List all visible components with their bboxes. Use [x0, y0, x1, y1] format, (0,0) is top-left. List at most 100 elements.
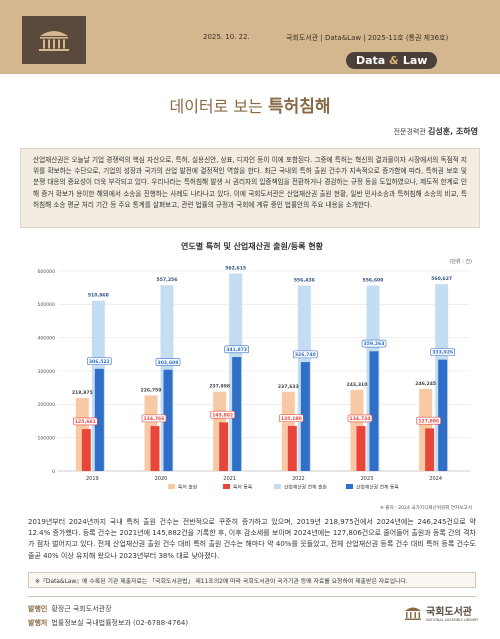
x-tick-label: 2019 [86, 476, 99, 482]
data-label: 218,975 [72, 390, 93, 396]
footer-issuer: 발행인 황정근 국회도서관장 [28, 602, 188, 616]
data-label-box [155, 358, 181, 366]
data-label: 557,256 [157, 277, 178, 283]
data-label-box [361, 339, 387, 348]
footer: 발행인 황정근 국회도서관장 발행처 법률정보실 국내법률정보과 (02-6788-… [28, 602, 188, 630]
badge-data: Data [356, 54, 386, 67]
data-label: 341,873 [226, 347, 247, 353]
y-tick-label: 300000 [37, 369, 55, 375]
logo-name: 국회도서관 [426, 607, 472, 618]
data-label-box [293, 350, 318, 359]
data-law-badge: Data & Law [346, 52, 438, 69]
x-tick-label: 2022 [292, 476, 305, 482]
badge-amp: & [389, 54, 399, 67]
data-label: 135,180 [281, 416, 302, 422]
y-tick-label: 500000 [37, 302, 55, 308]
badge-law: Law [402, 54, 428, 67]
bar-ip-registration [163, 369, 173, 471]
data-label: 243,310 [347, 382, 368, 388]
data-label-box [87, 357, 112, 365]
publication-info: 국회도서관 | Data&Law | 2025-11호 (통권 제36호) [286, 34, 449, 42]
x-tick-label: 2021 [223, 476, 236, 482]
data-label: 592,615 [225, 265, 246, 271]
data-label-box [141, 414, 167, 423]
legend-label: 특허 출원 [178, 484, 197, 491]
bar-ip-registration [94, 368, 104, 471]
data-label: 303,609 [158, 360, 179, 366]
library-logo [22, 16, 86, 64]
legend-swatch [274, 484, 281, 489]
page-title: 데이터로 보는 특허침해 [0, 92, 500, 117]
title-prefix: 데이터로 보는 [169, 97, 268, 116]
author-names: 김성훈, 조하영 [428, 127, 478, 136]
footer-divider [28, 596, 476, 597]
x-tick-label: 2024 [429, 476, 442, 482]
data-label: 556,436 [294, 278, 315, 284]
bar-group: 560,627 333,926 246,245 127,806 [415, 276, 455, 471]
intro-box: 산업재산권은 오늘날 기업 경쟁력의 핵심 자산으로, 특허, 실용신안, 상표… [20, 148, 480, 228]
data-label-box [416, 416, 441, 425]
y-axis-ticks: 0 100000 200000 300000 400000 500000 600000 [37, 269, 55, 475]
chart-title: 연도별 특허 및 산업재산권 출원/등록 현황 [181, 241, 324, 251]
chart-unit: (단위 : 건) [449, 258, 472, 265]
legend-label: 산업재산권 전체 등록 [356, 484, 399, 491]
data-label: 134,766 [144, 416, 165, 422]
data-label-box [224, 345, 249, 354]
data-label: 246,245 [415, 381, 436, 387]
bar-patent-registration [287, 425, 297, 471]
bar-chart: 연도별 특허 및 산업재산권 출원/등록 현황 (단위 : 건) 0 100000… [37, 241, 472, 511]
data-label: 125,661 [75, 419, 96, 425]
bar-group: 592,615 341,873 237,998 145,882 [209, 265, 249, 471]
bar-ip-registration [369, 351, 379, 471]
data-label-box [279, 414, 304, 423]
data-label: 145,882 [212, 412, 233, 418]
bar-group: 557,256 303,609 226,759 134,766 [141, 277, 181, 471]
x-axis-ticks: 2019 2020 2021 2022 2023 2024 [86, 476, 442, 482]
chart-legend: 특허 출원 특허 등록 산업재산권 전체 출원 산업재산권 전체 등록 [168, 484, 399, 491]
data-label-box [210, 410, 235, 419]
title-bold: 특허침해 [267, 97, 331, 117]
data-label-box [347, 414, 373, 423]
issuer-name: 황정근 국회도서관장 [51, 605, 112, 613]
legend-label: 특허 등록 [233, 484, 253, 491]
chart-bars: 510,968 306,522 218,975 125,661 557,256 303,6… [72, 265, 455, 471]
note-box: ※『Data&Law』에 수록된 기관 제출자료는 「국회도서관법」 제11조의… [28, 572, 476, 588]
bar-ip-registration [300, 362, 310, 471]
library-building-icon [39, 31, 69, 51]
y-tick-label: 0 [52, 469, 55, 475]
chart-source: ※ 출처 : 2024 국가지식재산위원회 연차보고서 [380, 504, 472, 511]
data-label: 237,633 [278, 384, 299, 390]
bar-patent-registration [150, 426, 160, 471]
logo-subtitle: NATIONAL ASSEMBLY LIBRARY [426, 618, 479, 622]
footer-logo: 국회도서관 NATIONAL ASSEMBLY LIBRARY [404, 603, 478, 622]
data-label-box [430, 348, 455, 356]
header-band: 2025. 10. 22. 국회도서관 | Data&Law | 2025-11… [0, 0, 500, 74]
data-label: 556,600 [363, 277, 384, 283]
legend-label: 산업재산권 전체 출원 [284, 484, 327, 491]
legend-swatch [223, 484, 230, 489]
data-label: 359,263 [364, 341, 385, 347]
legend-swatch [168, 484, 175, 489]
bar-ip-registration [438, 359, 448, 471]
data-label: 306,522 [89, 359, 110, 365]
y-tick-label: 600000 [37, 269, 55, 275]
data-label: 560,627 [431, 276, 452, 282]
publisher-label: 발행처 [28, 619, 48, 627]
library-logo-icon [405, 607, 421, 620]
issuer-label: 발행인 [28, 605, 48, 613]
author-role: 전문경력관 [393, 128, 426, 136]
data-label: 127,806 [418, 418, 439, 424]
issue-date: 2025. 10. 22. [203, 33, 250, 41]
y-tick-label: 400000 [37, 335, 55, 341]
y-tick-label: 200000 [37, 402, 55, 408]
body-text: 2019년부터 2024년까지 국내 특허 출원 건수는 전반적으로 꾸준히 증… [28, 518, 476, 560]
x-tick-label: 2023 [361, 476, 374, 482]
bar-patent-registration [81, 429, 91, 471]
publisher-name: 법률정보실 국내법률정보과 (02-6788-4764) [51, 619, 189, 627]
legend-swatch [346, 484, 353, 489]
footer-publisher: 발행처 법률정보실 국내법률정보과 (02-6788-4764) [28, 616, 188, 630]
authors: 전문경력관 김성훈, 조하영 [394, 126, 478, 137]
data-label: 510,968 [88, 293, 109, 299]
data-label: 237,998 [209, 384, 230, 390]
data-label-box [73, 417, 98, 426]
